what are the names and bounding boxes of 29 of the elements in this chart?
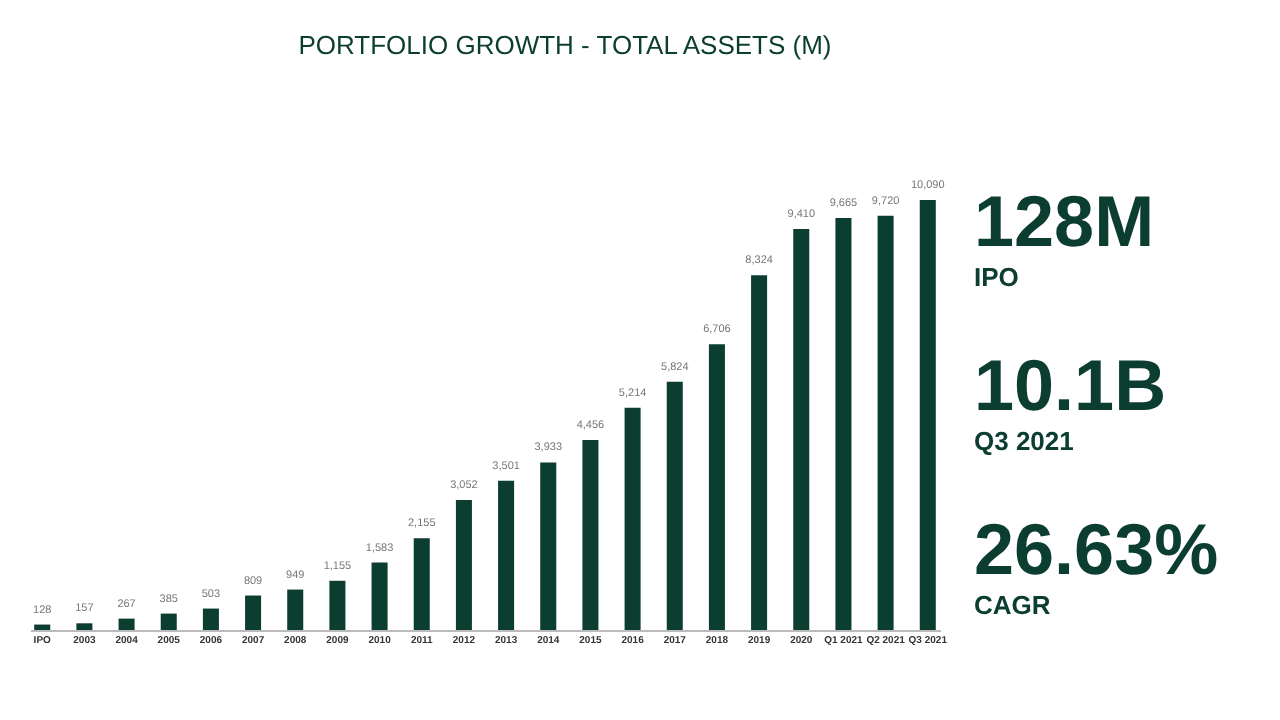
bar xyxy=(329,580,346,630)
bar xyxy=(919,200,936,630)
bar xyxy=(540,462,557,630)
bar xyxy=(498,480,515,630)
bar xyxy=(245,595,262,630)
bar xyxy=(76,623,93,630)
bar xyxy=(666,381,683,630)
text: IPO xyxy=(974,262,1019,292)
text: 10.1B xyxy=(974,344,1167,426)
text: Q3 2021 xyxy=(974,426,1074,456)
bar xyxy=(160,613,177,630)
bar xyxy=(287,589,304,630)
bar xyxy=(582,440,599,630)
bar xyxy=(793,228,810,630)
bar xyxy=(455,499,472,630)
bar xyxy=(202,608,219,630)
bar xyxy=(708,344,725,630)
bar xyxy=(877,215,894,630)
text: 128M xyxy=(974,180,1155,262)
bar xyxy=(118,618,135,630)
bar xyxy=(413,538,430,630)
bar xyxy=(835,218,852,630)
text: CAGR xyxy=(974,590,1052,620)
bar xyxy=(371,562,388,630)
text: 26.63% xyxy=(974,508,1219,590)
bar xyxy=(34,624,51,630)
bar xyxy=(624,407,641,630)
chart-title: PORTFOLIO GROWTH - TOTAL ASSETS (M) xyxy=(298,30,832,60)
bar xyxy=(751,275,768,630)
